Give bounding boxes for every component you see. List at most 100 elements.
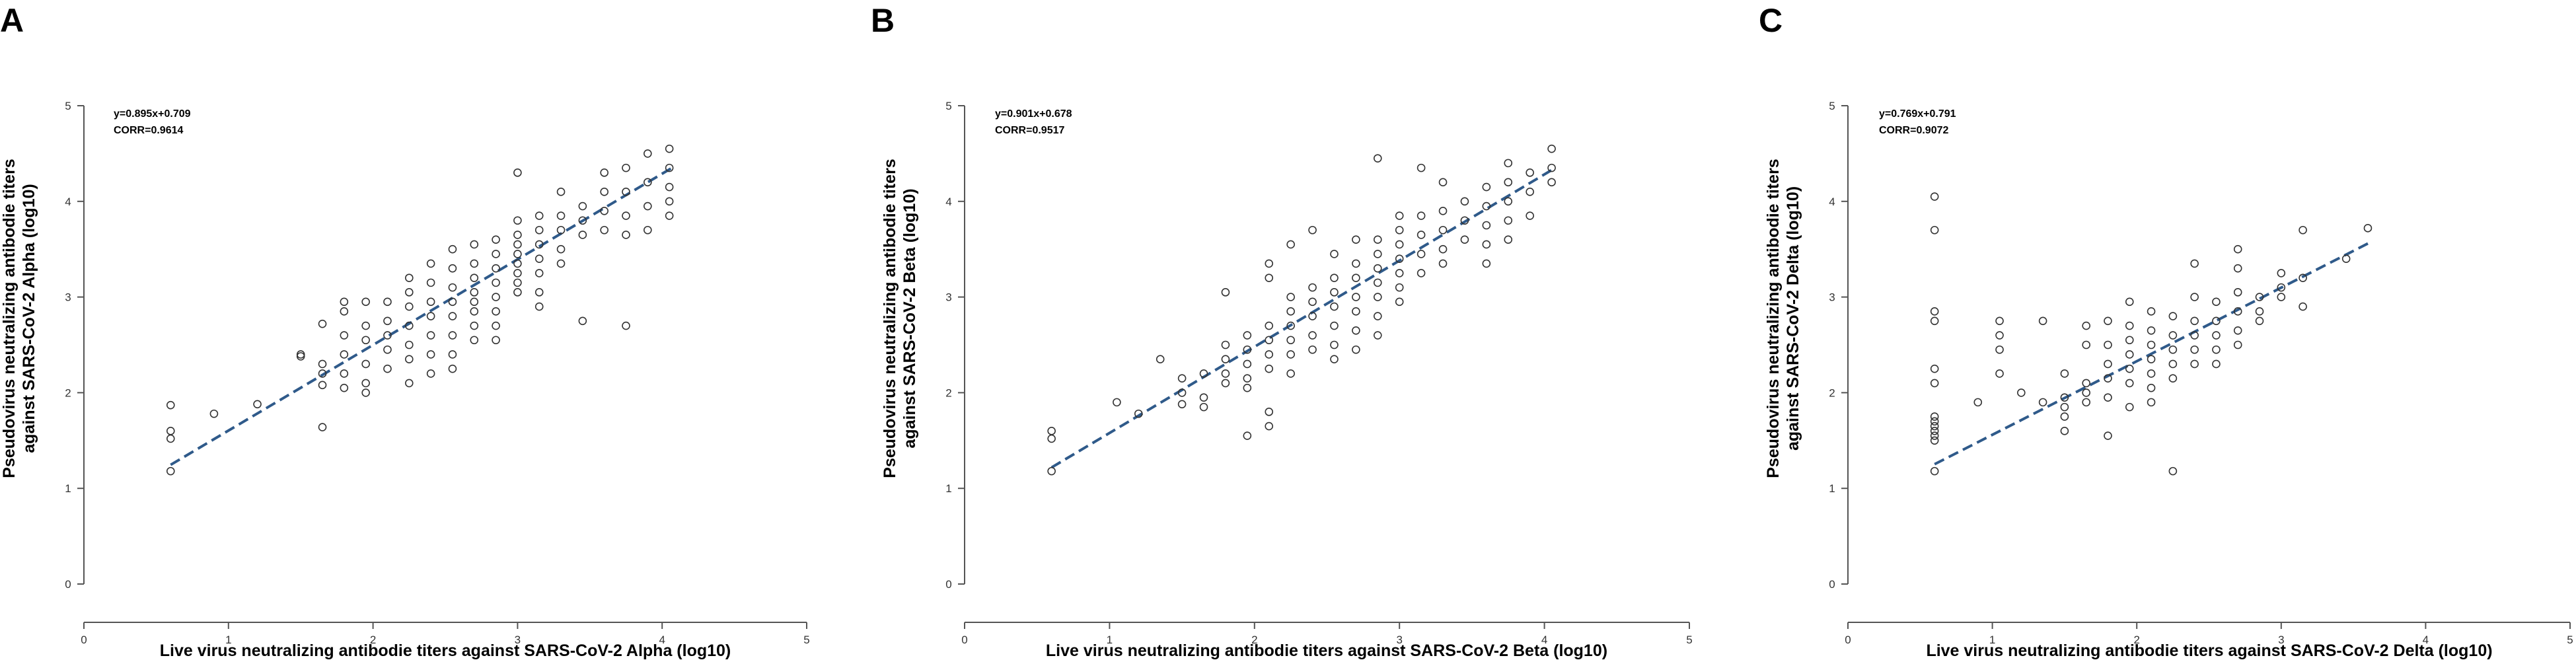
data-point (2060, 369, 2069, 378)
data-point (340, 350, 349, 359)
data-point (2190, 259, 2199, 268)
data-point (2212, 297, 2221, 307)
data-point (665, 182, 674, 192)
data-point (1243, 359, 1252, 369)
data-point (2060, 393, 2069, 402)
data-point (2190, 293, 2199, 301)
data-point (1373, 154, 1382, 163)
data-point (1221, 288, 1230, 297)
data-point (1286, 321, 1295, 330)
data-point (1395, 225, 1404, 235)
data-point (513, 168, 522, 177)
data-point (2125, 379, 2134, 388)
data-point (1308, 331, 1317, 340)
data-point (622, 321, 630, 330)
data-point (1373, 250, 1382, 258)
data-point (1395, 240, 1404, 249)
data-point (2060, 412, 2069, 421)
data-point (1308, 312, 1317, 320)
panel-letter: C (1759, 2, 1783, 39)
data-point (404, 302, 414, 311)
data-point (1395, 297, 1404, 307)
data-point (361, 321, 370, 330)
y-tick-label: 4 (65, 196, 71, 208)
data-point (2277, 293, 2286, 301)
data-point (1330, 250, 1339, 258)
regression-equation: y=0.901x+0.678 (995, 108, 1072, 120)
data-point (1417, 250, 1426, 258)
panel-b: B 0 1 2 3 4 5 0 1 2 3 4 5 y=0.901x+0.678 CORR=0.95… (871, 2, 1693, 660)
y-tick-label: 5 (1829, 100, 1835, 112)
data-point (665, 211, 674, 220)
data-point (1134, 409, 1143, 418)
data-point (1286, 293, 1295, 301)
x-tick-label: 0 (81, 634, 87, 646)
data-point (2147, 369, 2156, 378)
data-point (1504, 178, 1513, 187)
data-point (2255, 307, 2264, 316)
data-point (2082, 340, 2090, 349)
x-tick-label: 1 (225, 634, 231, 646)
x-axis-title: Live virus neutralizing antibodie titers… (160, 642, 731, 660)
data-point (1373, 293, 1382, 301)
data-point (1047, 427, 1056, 435)
data-point (2233, 244, 2242, 254)
data-point (1308, 345, 1317, 354)
regression-line (170, 167, 672, 466)
data-point (404, 274, 414, 282)
data-point (1265, 350, 1274, 359)
data-point (1177, 400, 1187, 409)
data-point (2233, 340, 2242, 349)
data-point (600, 168, 608, 177)
data-point (448, 312, 457, 320)
data-point (1482, 240, 1491, 249)
data-point (1330, 340, 1339, 349)
data-point (2277, 269, 2286, 277)
data-point (1221, 369, 1230, 378)
data-point (1504, 159, 1513, 168)
data-point (1330, 355, 1339, 364)
data-point (2017, 388, 2026, 397)
y-tick-label: 5 (945, 100, 951, 112)
data-point (1373, 312, 1382, 320)
y-tick-label: 0 (945, 578, 951, 591)
data-point (1504, 216, 1513, 225)
data-point (1199, 402, 1208, 412)
x-axis-title: Live virus neutralizing antibodie titers… (1926, 642, 2492, 660)
data-point (448, 244, 457, 254)
y-axis-title-line2: against SARS-CoV-2 Alpha (log10) (20, 184, 38, 453)
data-point (2233, 264, 2242, 273)
data-point (513, 269, 522, 277)
y-tick-label: 2 (945, 386, 951, 399)
data-point (1438, 178, 1448, 187)
data-point (1930, 364, 1939, 373)
data-point (2147, 383, 2156, 392)
correlation-label: CORR=0.9517 (995, 125, 1064, 136)
y-ticks: 0 1 2 3 4 5 (65, 100, 84, 591)
data-point (383, 364, 392, 373)
data-point (2190, 331, 2199, 340)
data-point (1373, 331, 1382, 340)
x-ticks: 0 1 2 3 4 5 (81, 622, 810, 646)
data-point (2233, 326, 2242, 335)
data-point (383, 297, 392, 307)
data-point (383, 345, 392, 354)
data-point (361, 388, 370, 397)
data-point (556, 225, 566, 235)
data-point (578, 202, 587, 211)
data-point (1482, 202, 1491, 211)
data-point (1265, 259, 1274, 268)
y-tick-label: 5 (65, 100, 71, 112)
data-point (448, 331, 457, 340)
regression-equation: y=0.769x+0.791 (1879, 108, 1956, 120)
y-tick-label: 4 (945, 196, 951, 208)
data-point (318, 359, 327, 369)
x-tick-label: 3 (2278, 634, 2284, 646)
data-point (1373, 235, 1382, 244)
data-point (426, 259, 435, 268)
data-point (1930, 427, 1939, 435)
data-point (318, 369, 327, 378)
data-point (644, 178, 652, 187)
data-point (578, 231, 587, 239)
data-point (665, 163, 674, 172)
